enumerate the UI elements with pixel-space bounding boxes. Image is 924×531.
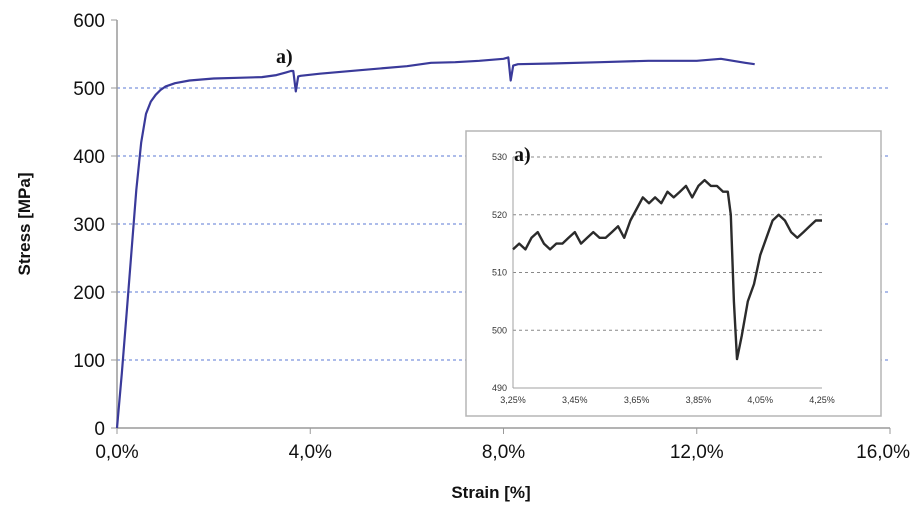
- inset-x-tick-label: 3,65%: [624, 395, 650, 405]
- inset-y-tick-label: 530: [492, 152, 507, 162]
- y-tick-label: 300: [73, 215, 105, 236]
- inset-frame: [465, 130, 882, 417]
- inset-chart: 490 500 510 520 530 3,25% 3,45% 3,65% 3,85% 4,05…: [465, 130, 882, 417]
- inset-x-tick-label: 4,05%: [747, 395, 773, 405]
- y-tick-labels: 0 100 200 300 400 500 600: [73, 11, 117, 440]
- stress-strain-line: [115, 56, 755, 429]
- x-tick-labels: 0,0% 4,0% 8,0% 12,0% 16,0%: [95, 428, 910, 463]
- inset-y-tick-label: 520: [492, 210, 507, 220]
- main-annotation: a): [276, 46, 293, 68]
- x-axis-title: Strain [%]: [451, 483, 530, 502]
- y-tick-label: 0: [94, 419, 105, 440]
- y-axis-title: Stress [MPa]: [15, 173, 34, 276]
- y-tick-label: 100: [73, 351, 105, 372]
- inset-x-tick-label: 4,25%: [809, 395, 835, 405]
- x-tick-label: 4,0%: [289, 442, 332, 463]
- inset-annotation: a): [514, 144, 531, 166]
- x-tick-label: 8,0%: [482, 442, 525, 463]
- y-tick-label: 600: [73, 11, 105, 32]
- x-tick-label: 12,0%: [670, 442, 724, 463]
- x-tick-label: 16,0%: [856, 442, 910, 463]
- y-tick-label: 400: [73, 147, 105, 168]
- inset-stress-line: [512, 178, 822, 361]
- inset-y-tick-label: 500: [492, 325, 507, 335]
- inset-x-tick-labels: 3,25% 3,45% 3,65% 3,85% 4,05% 4,25%: [500, 395, 835, 405]
- inset-x-tick-label: 3,85%: [686, 395, 712, 405]
- inset-y-tick-labels: 490 500 510 520 530: [492, 152, 507, 393]
- y-tick-label: 200: [73, 283, 105, 304]
- inset-y-tick-label: 510: [492, 268, 507, 278]
- y-tick-label: 500: [73, 79, 105, 100]
- inset-x-tick-label: 3,45%: [562, 395, 588, 405]
- inset-x-tick-label: 3,25%: [500, 395, 526, 405]
- inset-y-tick-label: 490: [492, 383, 507, 393]
- x-tick-label: 0,0%: [95, 442, 138, 463]
